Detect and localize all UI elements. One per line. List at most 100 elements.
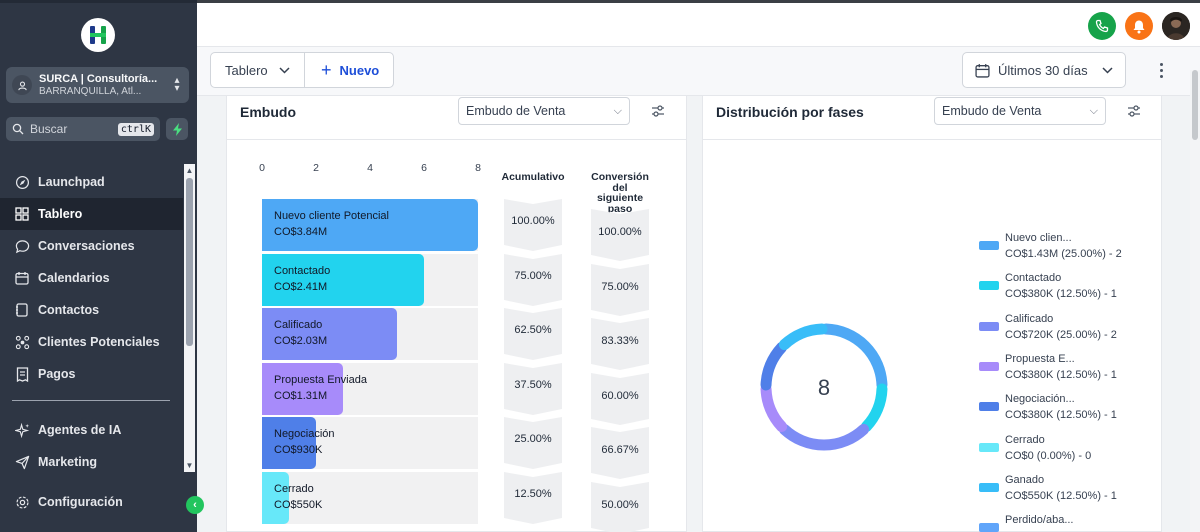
sidebar-divider [12, 400, 170, 401]
cumulative-cell: 75.00% [504, 253, 562, 306]
sidebar-item-marketing[interactable]: Marketing [0, 446, 183, 478]
legend-swatch [979, 281, 999, 291]
conversion-header-line: del [612, 181, 628, 194]
gear-icon [13, 493, 31, 511]
funnel-bar[interactable] [262, 308, 397, 360]
funnel-x-tick: 6 [421, 162, 427, 174]
main-scroll-thumb[interactable] [1192, 70, 1198, 140]
plus-icon: + [321, 59, 332, 80]
sidebar-scroll-thumb[interactable] [186, 178, 193, 346]
funnel-x-tick: 4 [367, 162, 373, 174]
dashboard-icon [13, 205, 31, 223]
notifications-button[interactable] [1125, 12, 1153, 40]
sidebar-item-tablero[interactable]: Tablero [0, 198, 183, 230]
sidebar-search[interactable]: Buscar ctrlK [6, 117, 160, 141]
funnel-chart: Acumulativo Conversión del siguiente pas… [227, 140, 688, 532]
conversion-cell: 50.00% [591, 481, 649, 532]
legend-label: Negociación... [1005, 393, 1075, 406]
cumulative-cell: 25.00% [504, 417, 562, 469]
sidebar-item-launchpad[interactable]: Launchpad [0, 166, 183, 198]
bell-icon [1133, 20, 1145, 33]
dashboard-actions: Tablero + Nuevo [210, 52, 394, 88]
funnel-stage-label: Cerrado [274, 482, 314, 495]
more-options-button[interactable] [1151, 59, 1171, 81]
funnel-card-title: Embudo [240, 104, 296, 120]
funnel-stage-label: Nuevo cliente Potencial [274, 210, 389, 222]
legend-swatch [979, 402, 999, 412]
search-placeholder: Buscar [30, 122, 68, 136]
funnel-stage-value: CO$3.84M [274, 226, 328, 238]
funnel-bar[interactable] [262, 417, 316, 469]
dashboard-toolbar: Tablero + Nuevo Últimos 30 días [197, 47, 1200, 96]
sidebar-item-pagos[interactable]: Pagos [0, 358, 183, 390]
cumulative-percent: 75.00% [514, 269, 552, 282]
funnel-bar[interactable] [262, 471, 289, 524]
conversion-cell: 83.33% [591, 318, 649, 370]
chevron-left-icon: ‹ [193, 499, 197, 511]
legend-swatch [979, 482, 999, 492]
sidebar-item-conversaciones[interactable]: Conversaciones [0, 230, 183, 262]
filter-settings-icon[interactable] [1126, 103, 1142, 119]
dot [1159, 68, 1163, 72]
sidebar-item-label: Tablero [38, 207, 83, 221]
conversion-percent: 66.67% [601, 444, 639, 456]
legend-value: CO$550K (12.50%) - 1 [1005, 489, 1117, 502]
account-switcher[interactable]: SURCA | Consultoría... BARRANQUILLA, Atl… [6, 67, 189, 103]
sidebar-item-agentes-ia[interactable]: Agentes de IA [0, 414, 183, 446]
main-scrollbar[interactable] [1190, 70, 1200, 532]
sidebar-item-label: Pagos [38, 367, 76, 381]
donut-slice[interactable] [820, 323, 888, 391]
donut-slice[interactable] [860, 383, 888, 433]
user-avatar[interactable] [1162, 12, 1190, 40]
sidebar-scrollbar[interactable]: ▲ ▼ [184, 164, 195, 472]
donut-slice[interactable] [760, 383, 788, 433]
distribution-pipeline-select[interactable]: Embudo de Venta ⌵ [934, 97, 1106, 125]
logo-icon [90, 26, 106, 44]
legend-swatch [979, 361, 999, 371]
cumulative-percent: 62.50% [514, 324, 552, 336]
funnel-bar[interactable] [262, 362, 343, 415]
conversion-percent: 100.00% [598, 226, 642, 238]
legend-swatch [979, 442, 999, 452]
new-dashboard-button[interactable]: + Nuevo [305, 53, 393, 87]
conversion-cell: 100.00% [591, 209, 649, 261]
phone-button[interactable] [1088, 12, 1116, 40]
funnel-stage-value: CO$550K [274, 498, 323, 511]
sidebar-item-contactos[interactable]: Contactos [0, 294, 183, 326]
donut-slice[interactable] [760, 341, 788, 391]
funnel-stage-label: Calificado [274, 319, 323, 331]
sidebar-item-configuracion[interactable]: Configuración [0, 486, 183, 518]
funnel-track [262, 471, 478, 524]
sidebar-item-label: Contactos [38, 303, 100, 317]
dashboard-selector-label: Tablero [225, 62, 268, 78]
funnel-pipeline-value: Embudo de Venta [466, 104, 566, 118]
scroll-up-icon[interactable]: ▲ [185, 166, 194, 175]
conversion-cell: 75.00% [591, 263, 649, 316]
dashboard-selector[interactable]: Tablero [211, 53, 305, 87]
cumulative-cell: 12.50% [504, 471, 562, 524]
top-header [197, 0, 1200, 47]
legend-label: Ganado [1005, 473, 1045, 486]
distribution-card: Distribución por fases Embudo de Venta ⌵… [702, 96, 1162, 532]
sidebar-item-calendarios[interactable]: Calendarios [0, 262, 183, 294]
sidebar-item-label: Marketing [38, 455, 98, 469]
funnel-bar[interactable] [262, 253, 424, 306]
chevron-down-icon: ⌵ [1089, 104, 1098, 117]
quick-action-button[interactable] [166, 118, 188, 140]
conversion-percent: 75.00% [601, 280, 639, 293]
cumulative-cell: 62.50% [504, 308, 562, 360]
legend-swatch [979, 321, 999, 331]
collapse-sidebar-button[interactable]: ‹ [186, 496, 204, 514]
funnel-bar[interactable] [262, 199, 478, 251]
app-logo[interactable] [81, 18, 115, 52]
funnel-pipeline-select[interactable]: Embudo de Venta ⌵ [458, 97, 630, 125]
donut-slice[interactable] [778, 423, 870, 451]
funnel-stage-value: CO$2.03M [274, 335, 328, 347]
donut-slice[interactable] [778, 323, 828, 351]
date-range-picker[interactable]: Últimos 30 días [962, 52, 1126, 88]
scroll-down-icon[interactable]: ▼ [185, 461, 194, 470]
sidebar-item-label: Calendarios [38, 271, 110, 285]
funnel-stage-label: Contactado [274, 264, 331, 277]
sidebar-item-clientes-potenciales[interactable]: Clientes Potenciales [0, 326, 183, 358]
filter-settings-icon[interactable] [650, 103, 666, 119]
